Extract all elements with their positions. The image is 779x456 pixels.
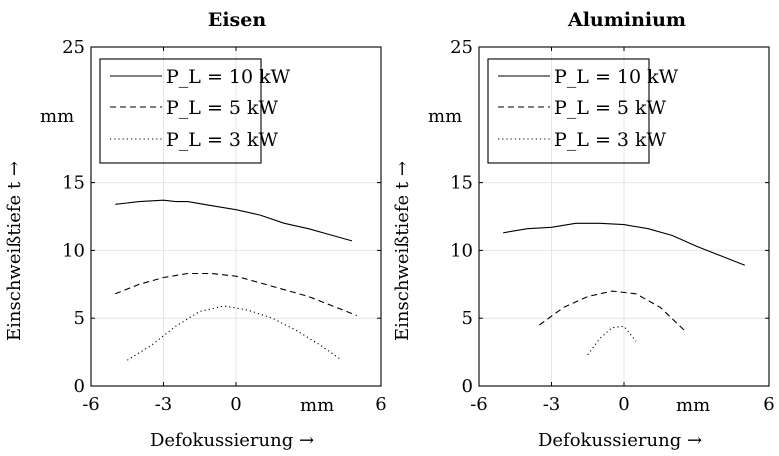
chart-title: Aluminium <box>567 9 686 31</box>
y-tick-label: 5 <box>462 308 473 329</box>
legend-entry: P_L = 10 kW <box>554 66 679 88</box>
series-line-solid <box>115 199 353 242</box>
legend-entry: P_L = 3 kW <box>554 129 667 151</box>
x-axis-label: Defokussierung → <box>538 430 702 451</box>
chart-panel-eisen: Eisen -6 -3 0 6 0 5 10 15 25 P_L = 10 kW P_L = 5… <box>4 9 387 451</box>
legend-box <box>99 58 262 164</box>
y-tick-label: 25 <box>450 37 473 58</box>
x-tick-label: -6 <box>470 394 488 415</box>
y-axis-label: Einschweißtiefe t → <box>4 161 25 341</box>
series-line-dotted <box>127 305 341 361</box>
y-tick-label: 10 <box>62 240 85 261</box>
y-axis-label: Einschweißtiefe t → <box>392 161 413 341</box>
x-tick-label: -3 <box>155 394 173 415</box>
x-axis-unit: mm <box>676 395 710 416</box>
legend-entry: P_L = 3 kW <box>166 129 279 151</box>
legend-entry: P_L = 5 kW <box>554 97 667 119</box>
legend: P_L = 10 kW P_L = 5 kW P_L = 3 kW <box>487 58 679 164</box>
series-line-dashed <box>114 272 358 317</box>
y-tick-label: 25 <box>62 37 85 58</box>
chart-panel-aluminium: Aluminium -6 -3 0 6 0 5 10 15 25 P_L = 10 kW P_L… <box>392 9 775 451</box>
x-tick-label: 6 <box>763 394 774 415</box>
series-line-dotted <box>587 325 637 356</box>
x-tick-label: 0 <box>230 394 241 415</box>
y-tick-label: 15 <box>62 173 85 194</box>
series-line-solid <box>503 222 746 266</box>
x-axis-label: Defokussierung → <box>150 430 314 451</box>
series-line-dashed <box>539 290 685 331</box>
chart-title: Eisen <box>208 9 266 31</box>
x-tick-label: -6 <box>82 394 100 415</box>
y-tick-label: 0 <box>74 376 85 397</box>
x-axis-unit: mm <box>300 395 334 416</box>
legend: P_L = 10 kW P_L = 5 kW P_L = 3 kW <box>99 58 291 164</box>
x-tick-label: -3 <box>543 394 561 415</box>
x-tick-label: 0 <box>618 394 629 415</box>
y-tick-label: 15 <box>450 173 473 194</box>
legend-entry: P_L = 10 kW <box>166 66 291 88</box>
y-axis-unit: mm <box>40 106 74 127</box>
y-axis-unit: mm <box>428 106 462 127</box>
y-tick-label: 5 <box>74 308 85 329</box>
legend-box <box>487 58 650 164</box>
y-tick-label: 0 <box>462 376 473 397</box>
x-tick-label: 6 <box>375 394 386 415</box>
y-tick-label: 10 <box>450 240 473 261</box>
legend-entry: P_L = 5 kW <box>166 97 279 119</box>
